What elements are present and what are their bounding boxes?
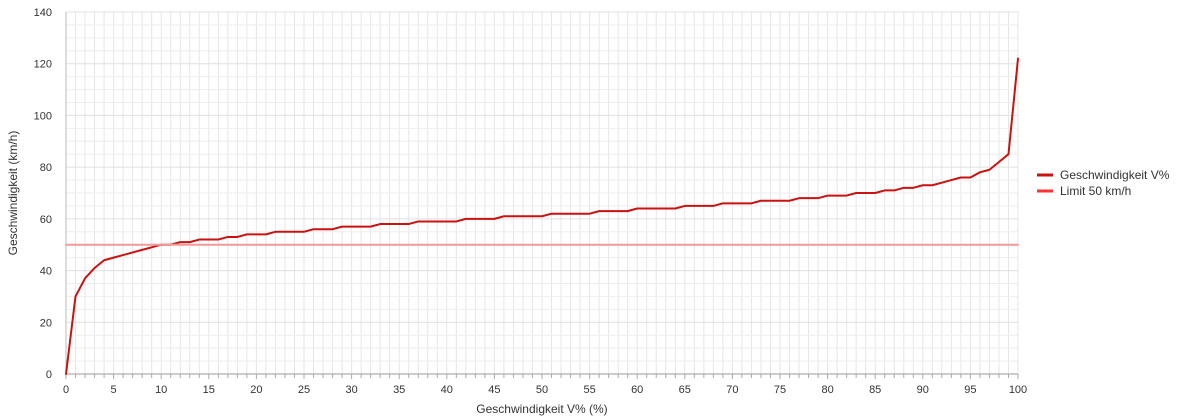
legend-label: Geschwindigkeit V% <box>1060 168 1170 182</box>
y-tick-label: 20 <box>40 317 52 329</box>
x-tick-label: 85 <box>869 384 881 396</box>
y-tick-label: 0 <box>46 369 52 381</box>
x-tick-label: 5 <box>111 384 117 396</box>
x-tick-label: 70 <box>726 384 738 396</box>
x-tick-label: 75 <box>774 384 786 396</box>
y-tick-label: 60 <box>40 214 52 226</box>
x-tick-label: 35 <box>393 384 405 396</box>
x-tick-label: 55 <box>583 384 595 396</box>
x-tick-label: 20 <box>250 384 262 396</box>
y-tick-label: 40 <box>40 266 52 278</box>
legend-label: Limit 50 km/h <box>1060 184 1131 198</box>
x-tick-label: 15 <box>203 384 215 396</box>
x-tick-label: 50 <box>536 384 548 396</box>
y-tick-label: 120 <box>34 59 52 71</box>
x-tick-label: 80 <box>821 384 833 396</box>
x-tick-label: 0 <box>63 384 69 396</box>
series-group <box>65 57 1019 375</box>
y-axis-title: Geschwindigkeit (km/h) <box>6 131 20 256</box>
x-tick-label: 45 <box>488 384 500 396</box>
x-tick-label: 25 <box>298 384 310 396</box>
x-tick-label: 60 <box>631 384 643 396</box>
x-axis-title: Geschwindigkeit V% (%) <box>476 402 607 416</box>
x-tick-label: 40 <box>441 384 453 396</box>
x-axis-ticks <box>65 374 1019 379</box>
x-tick-label: 65 <box>679 384 691 396</box>
x-tick-label: 30 <box>345 384 357 396</box>
y-tick-label: 100 <box>34 110 52 122</box>
x-tick-label: 90 <box>917 384 929 396</box>
x-axis-tick-labels: 0 5 10 15 20 25 30 35 40 45 50 55 60 65 70 75 80 85 90 95 10… <box>63 384 1027 396</box>
y-tick-label: 80 <box>40 162 52 174</box>
x-tick-label: 10 <box>155 384 167 396</box>
grid-lines <box>66 11 1019 374</box>
y-axis-tick-labels: 0 20 40 60 80 100 120 140 <box>34 7 52 381</box>
x-tick-label: 100 <box>1009 384 1027 396</box>
y-tick-label: 140 <box>34 7 52 19</box>
legend: Geschwindigkeit V% Limit 50 km/h <box>1037 168 1170 198</box>
x-tick-label: 95 <box>964 384 976 396</box>
series-line-speed <box>65 57 1019 375</box>
